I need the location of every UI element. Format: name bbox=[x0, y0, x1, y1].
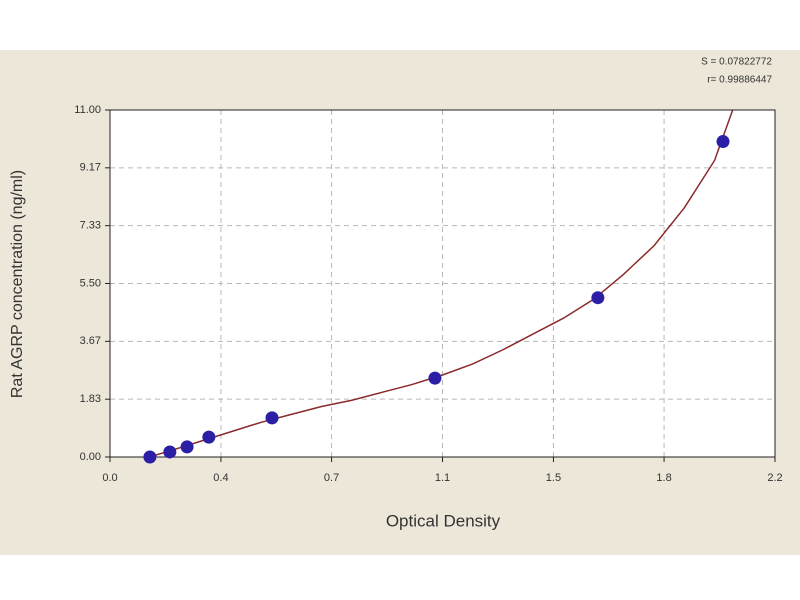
data-point bbox=[163, 445, 177, 459]
data-point bbox=[265, 411, 279, 425]
marks bbox=[149, 110, 734, 457]
data-point bbox=[591, 291, 605, 305]
annotation: S = 0.07822772 bbox=[701, 57, 772, 68]
x-tick-label: 0.7 bbox=[324, 472, 339, 484]
fit-curve bbox=[149, 110, 734, 457]
y-tick-label: 3.67 bbox=[80, 335, 101, 347]
x-tick-label: 0.0 bbox=[102, 472, 117, 484]
x-tick-label: 1.1 bbox=[435, 472, 450, 484]
y-tick-label: 7.33 bbox=[80, 220, 101, 232]
data-point bbox=[143, 450, 157, 464]
x-tick-label: 1.8 bbox=[656, 472, 671, 484]
y-tick-label: 11.00 bbox=[74, 104, 101, 116]
y-tick-label: 0.00 bbox=[80, 451, 101, 463]
data-point bbox=[428, 371, 442, 385]
x-tick-label: 2.2 bbox=[767, 472, 782, 484]
labels: 0.0 0.4 0.7 1.1 1.5 1.8 2.2 0.00 1.83 3.67 5.50 7.3… bbox=[74, 104, 782, 484]
data-point bbox=[202, 430, 216, 444]
data-point bbox=[180, 440, 194, 454]
y-tick-label: 5.50 bbox=[80, 277, 101, 289]
data-point bbox=[716, 135, 730, 149]
y-axis-label: Rat AGRP concentration (ng/ml) bbox=[9, 170, 26, 398]
x-tick-label: 0.4 bbox=[213, 472, 228, 484]
y-tick-label: 9.17 bbox=[80, 162, 101, 174]
x-tick-label: 1.5 bbox=[546, 472, 561, 484]
x-axis-label: Optical Density bbox=[386, 511, 501, 530]
annotation: r= 0.99886447 bbox=[707, 75, 772, 86]
y-tick-label: 1.83 bbox=[80, 393, 101, 405]
